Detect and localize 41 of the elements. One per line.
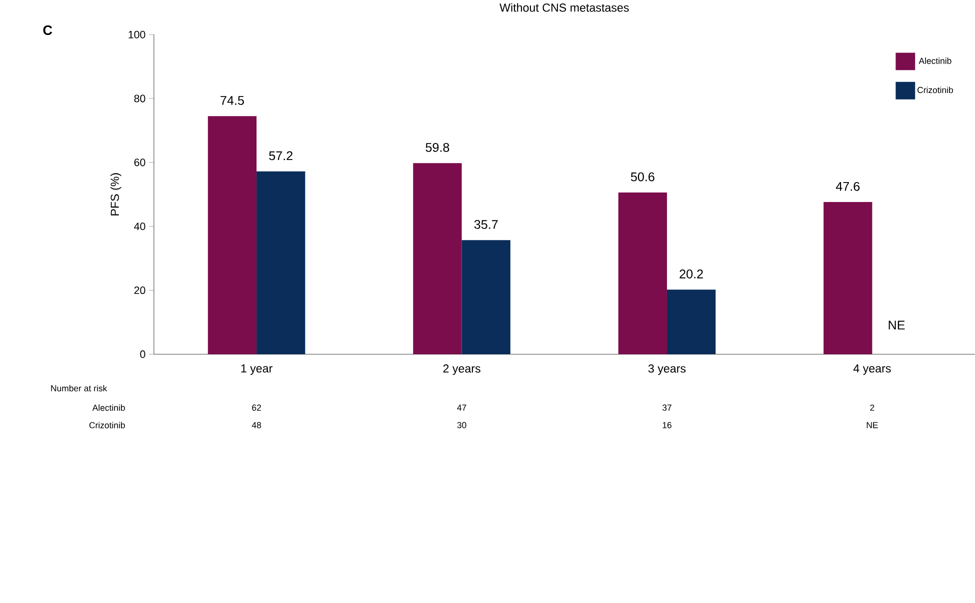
text: 48 [252, 422, 261, 428]
data-label: 20.2 [680, 269, 703, 278]
bar [413, 162, 462, 354]
y-tick-label: 100 [128, 30, 146, 38]
text: 30 [457, 422, 466, 428]
y-tick-label: 0 [140, 350, 146, 358]
text: Crizotinib [89, 422, 125, 428]
legend-label: Crizotinib [917, 86, 953, 93]
data-label: 74.5 [220, 96, 244, 105]
x-tick-label: 1 year [241, 364, 272, 375]
text: 2 [870, 404, 874, 410]
bar [666, 289, 716, 354]
x-tick-label: 2 years [443, 364, 480, 375]
y-tick-label: 60 [134, 158, 146, 166]
y-tick-label: 80 [134, 94, 146, 102]
y-tick-label: 20 [134, 286, 146, 294]
text: C [43, 25, 52, 35]
bar [618, 192, 667, 354]
data-label: 59.8 [426, 142, 450, 152]
bar [256, 171, 306, 354]
x-tick-label: 4 years [853, 364, 891, 375]
text: 62 [252, 404, 261, 410]
bar [462, 240, 510, 354]
data-label: 57.2 [269, 151, 292, 160]
y-axis-title: PFS (%) [110, 172, 122, 216]
text: 37 [662, 404, 672, 410]
text: NE [888, 320, 905, 330]
x-tick-label: 3 years [648, 364, 686, 375]
bar [208, 116, 257, 354]
text: 16 [662, 422, 672, 428]
chart-title: Without CNS metastases [500, 2, 629, 12]
text: NE [866, 422, 878, 428]
data-label: 47.6 [836, 182, 860, 191]
data-label: 35.7 [474, 220, 498, 229]
bar [824, 202, 872, 354]
y-tick-label: 40 [134, 222, 146, 230]
legend-label: Alectinib [918, 57, 952, 64]
text: Number at risk [51, 384, 108, 392]
text: 47 [457, 404, 466, 410]
text: Alectinib [92, 404, 125, 411]
data-label: 50.6 [630, 172, 654, 182]
